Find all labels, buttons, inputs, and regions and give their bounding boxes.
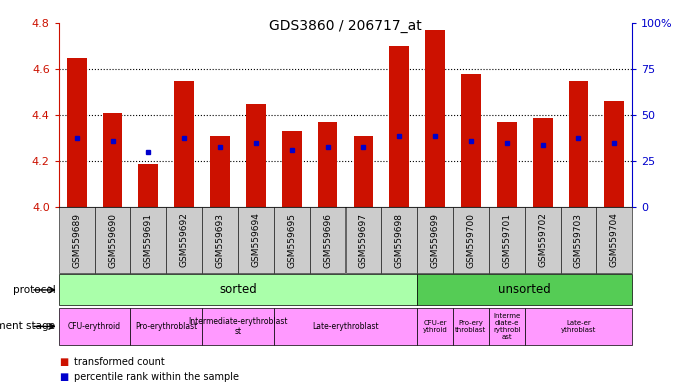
Text: development stage: development stage	[0, 321, 55, 331]
Text: Pro-ery
throblast: Pro-ery throblast	[455, 320, 486, 333]
Bar	[131, 207, 167, 273]
Text: CFU-er
ythroid: CFU-er ythroid	[423, 320, 448, 333]
Bar	[605, 101, 624, 207]
Text: GSM559697: GSM559697	[359, 212, 368, 268]
Bar	[461, 74, 481, 207]
Bar	[524, 207, 560, 273]
Text: GSM559700: GSM559700	[466, 212, 475, 268]
Text: Late-erythroblast: Late-erythroblast	[312, 322, 379, 331]
Bar	[560, 207, 596, 273]
Bar	[59, 274, 417, 306]
Bar	[596, 207, 632, 273]
Bar	[274, 308, 417, 345]
Text: GSM559698: GSM559698	[395, 212, 404, 268]
Bar	[238, 207, 274, 273]
Bar	[453, 308, 489, 345]
Bar	[310, 207, 346, 273]
Text: sorted: sorted	[219, 283, 257, 296]
Text: GSM559699: GSM559699	[430, 212, 439, 268]
Bar	[489, 207, 524, 273]
Bar	[202, 207, 238, 273]
Text: percentile rank within the sample: percentile rank within the sample	[74, 372, 239, 382]
Bar	[59, 308, 131, 345]
Bar	[489, 308, 524, 345]
Text: GSM559692: GSM559692	[180, 213, 189, 267]
Text: GSM559703: GSM559703	[574, 212, 583, 268]
Bar	[524, 308, 632, 345]
Text: Interme
diate-e
rythrobl
ast: Interme diate-e rythrobl ast	[493, 313, 520, 340]
Text: GSM559691: GSM559691	[144, 212, 153, 268]
Text: Late-er
ythroblast: Late-er ythroblast	[561, 320, 596, 333]
Bar	[274, 207, 310, 273]
Text: GSM559695: GSM559695	[287, 212, 296, 268]
Bar	[246, 104, 266, 207]
Bar	[569, 81, 588, 207]
Text: ■: ■	[59, 357, 68, 367]
Text: GSM559694: GSM559694	[252, 213, 261, 267]
Bar	[131, 308, 202, 345]
Bar	[354, 136, 373, 207]
Text: transformed count: transformed count	[74, 357, 164, 367]
Text: Intermediate-erythroblast
st: Intermediate-erythroblast st	[188, 317, 287, 336]
Bar	[59, 207, 95, 273]
Bar	[417, 308, 453, 345]
Bar	[417, 207, 453, 273]
Bar	[103, 113, 122, 207]
Text: unsorted: unsorted	[498, 283, 551, 296]
Text: GSM559701: GSM559701	[502, 212, 511, 268]
Bar	[138, 164, 158, 207]
Text: GSM559690: GSM559690	[108, 212, 117, 268]
Bar	[174, 81, 194, 207]
Bar	[95, 207, 131, 273]
Bar	[497, 122, 517, 207]
Bar	[282, 131, 301, 207]
Bar	[533, 118, 553, 207]
Bar	[417, 274, 632, 306]
Text: CFU-erythroid: CFU-erythroid	[68, 322, 121, 331]
Bar	[381, 207, 417, 273]
Text: GSM559689: GSM559689	[72, 212, 81, 268]
Text: GSM559696: GSM559696	[323, 212, 332, 268]
Text: protocol: protocol	[12, 285, 55, 295]
Bar	[346, 207, 381, 273]
Bar	[453, 207, 489, 273]
Bar	[390, 46, 409, 207]
Bar	[67, 58, 86, 207]
Bar	[318, 122, 337, 207]
Text: Pro-erythroblast: Pro-erythroblast	[135, 322, 198, 331]
Bar	[202, 308, 274, 345]
Text: GSM559693: GSM559693	[216, 212, 225, 268]
Text: ■: ■	[59, 372, 68, 382]
Text: GSM559702: GSM559702	[538, 213, 547, 267]
Text: GSM559704: GSM559704	[610, 213, 619, 267]
Bar	[425, 30, 445, 207]
Bar	[167, 207, 202, 273]
Text: GDS3860 / 206717_at: GDS3860 / 206717_at	[269, 19, 422, 33]
Bar	[210, 136, 230, 207]
